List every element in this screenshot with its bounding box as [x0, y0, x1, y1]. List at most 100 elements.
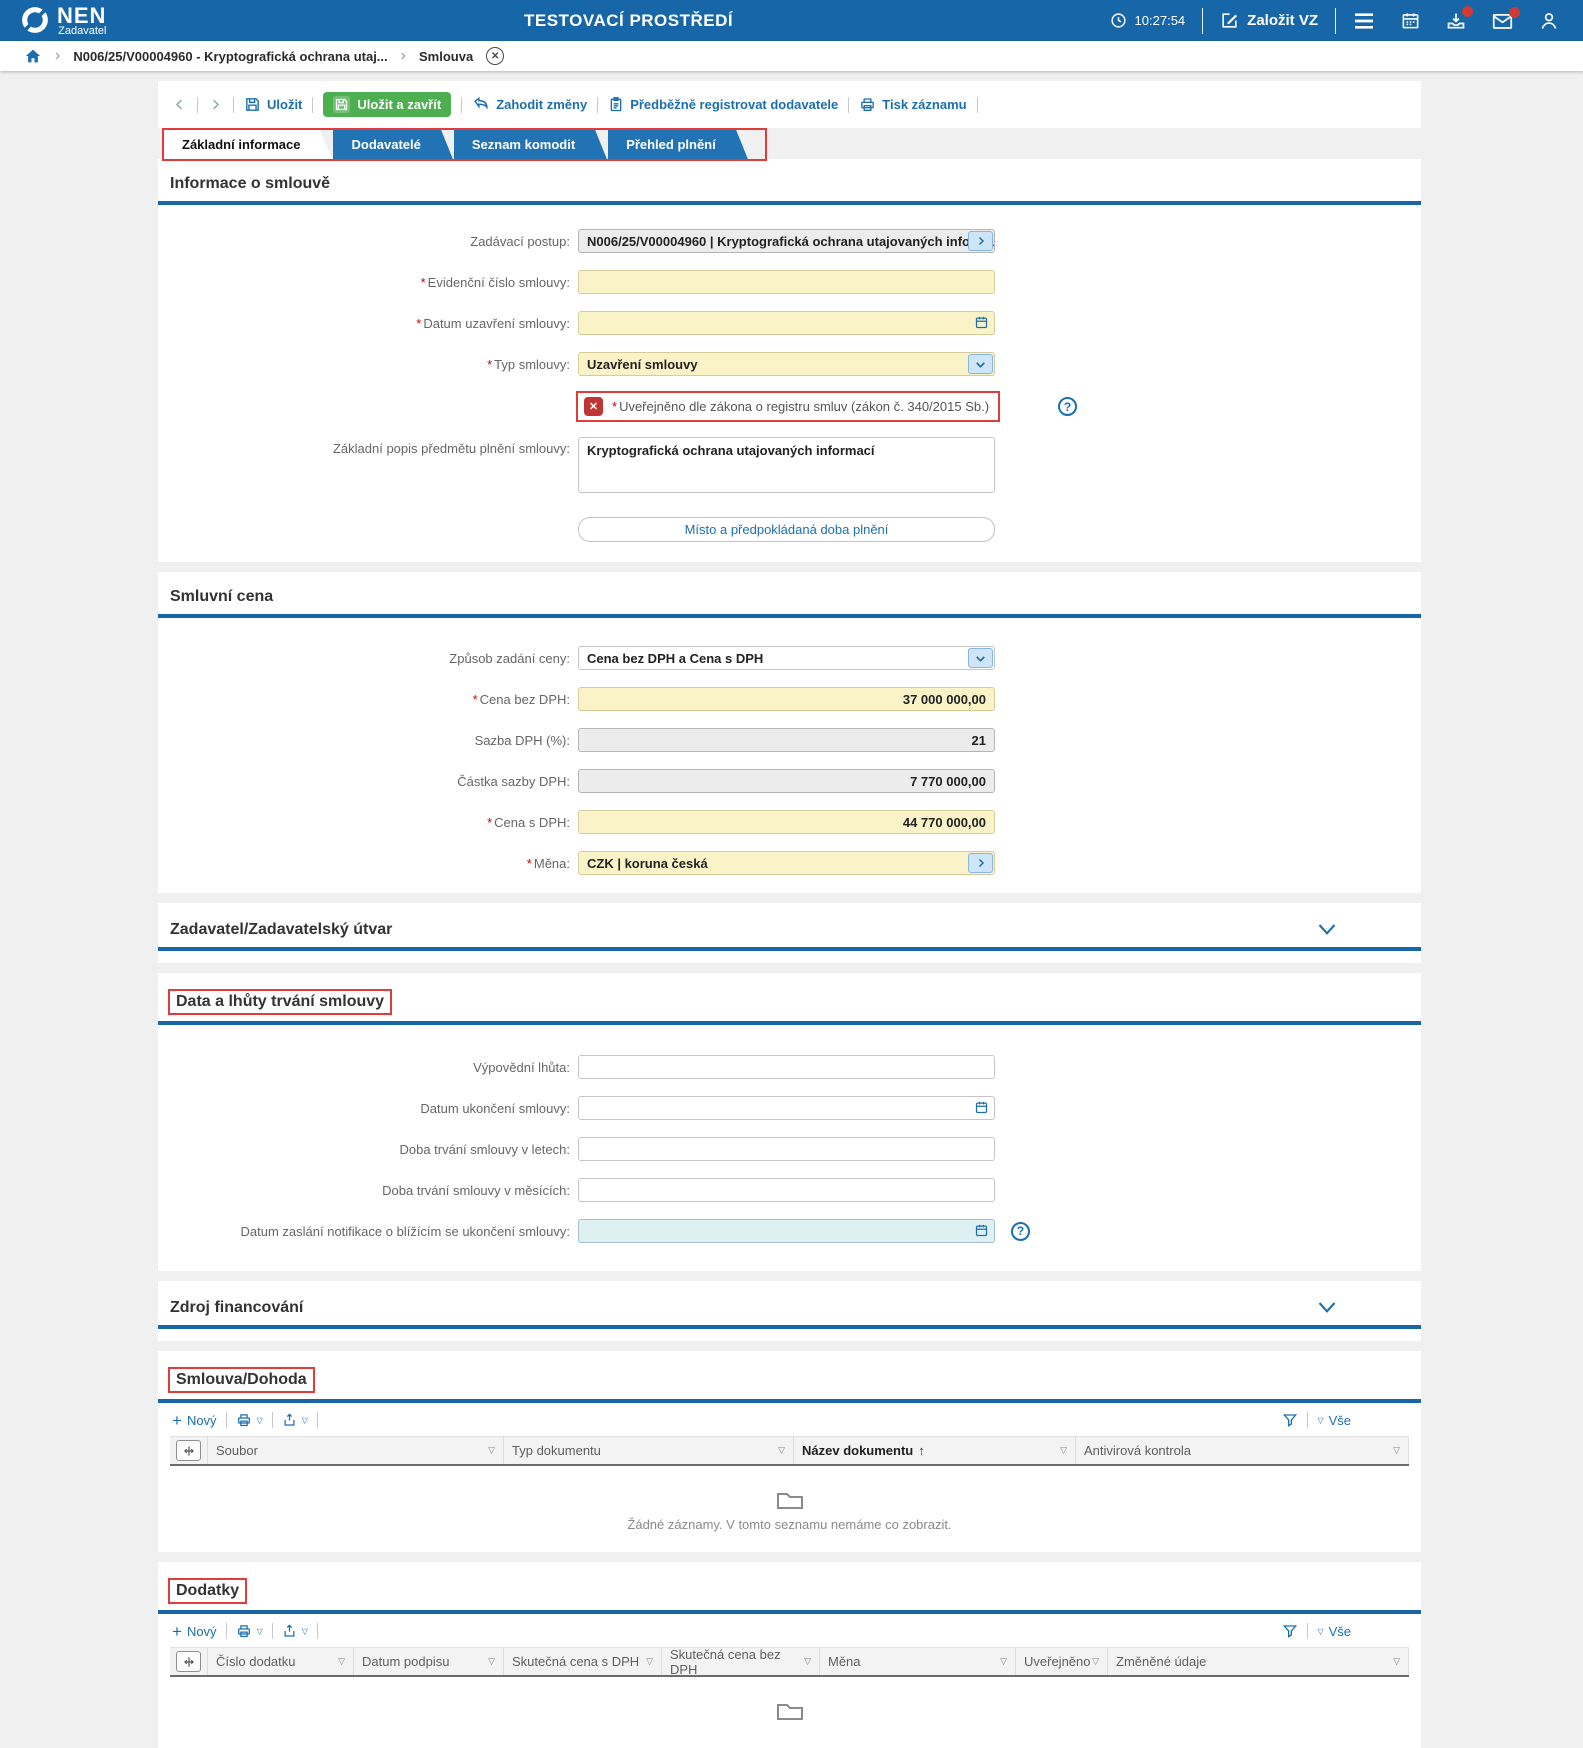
column-header-soubor[interactable]: Soubor ▽ — [208, 1437, 504, 1464]
column-filter-icon[interactable]: ▽ — [1393, 1445, 1400, 1455]
tab-strip: Základní informace Dodavatelé Seznam kom… — [158, 128, 1421, 161]
column-header-datum-podpisu[interactable]: Datum podpisu ▽ — [354, 1648, 504, 1675]
tab-dodavatele[interactable]: Dodavatelé — [333, 130, 437, 159]
chevron-down-icon[interactable] — [968, 354, 993, 374]
typ-smlouvy-select[interactable]: Uzavření smlouvy — [578, 352, 995, 376]
export-list-button[interactable]: ▽ — [282, 1412, 308, 1428]
column-header-typ-dokumentu[interactable]: Typ dokumentu ▽ — [504, 1437, 794, 1464]
filter-funnel-icon[interactable] — [1282, 1623, 1298, 1639]
column-header-cislo-dodatku[interactable]: Číslo dodatku ▽ — [208, 1648, 354, 1675]
breadcrumb-procedure[interactable]: N006/25/V00004960 - Kryptografická ochra… — [73, 48, 388, 64]
discard-changes-button[interactable]: Zahodit změny — [472, 96, 587, 113]
column-filter-icon[interactable]: ▽ — [778, 1445, 785, 1455]
datepicker-icon[interactable] — [974, 1100, 989, 1115]
user-icon[interactable] — [1539, 11, 1559, 31]
save-and-close-button[interactable]: Uložit a zavřít — [323, 92, 452, 117]
filter-all-button[interactable]: ▽ Vše — [1317, 1412, 1351, 1428]
nav-back-icon[interactable] — [172, 97, 187, 112]
zadavaci-postup-field[interactable]: N006/25/V00004960 | Kryptografická ochra… — [578, 229, 995, 253]
breadcrumb-separator-icon: › — [55, 47, 61, 64]
tab-seznam-komodit[interactable]: Seznam komodit — [453, 130, 592, 159]
filter-all-button[interactable]: ▽ Vše — [1317, 1623, 1351, 1639]
zakladni-popis-textarea[interactable]: Kryptografická ochrana utajovaných infor… — [578, 437, 995, 493]
checkbox-unchecked-error-icon[interactable]: ✕ — [584, 397, 603, 416]
column-header-skutecna-cena-s-dph[interactable]: Skutečná cena s DPH ▽ — [504, 1648, 662, 1675]
column-header-antivirova-kontrola[interactable]: Antivirová kontrola ▽ — [1076, 1437, 1409, 1464]
panel-basic-info: Uložit Uložit a zavřít Zahodit změny — [158, 81, 1421, 562]
menu-icon[interactable] — [1353, 12, 1375, 30]
column-filter-icon[interactable]: ▽ — [1060, 1445, 1067, 1455]
column-filter-icon[interactable]: ▽ — [1092, 1656, 1099, 1666]
field-label-zadavaci-postup: Zadávací postup: — [470, 233, 570, 249]
field-label-vypovedni-lhuta: Výpovědní lhůta: — [473, 1059, 570, 1075]
column-settings-icon[interactable] — [176, 1651, 201, 1672]
record-toolbar: Uložit Uložit a zavřít Zahodit změny — [158, 81, 1421, 122]
datum-uzavreni-input[interactable] — [578, 311, 995, 335]
column-filter-icon[interactable]: ▽ — [488, 1445, 495, 1455]
print-list-button[interactable]: ▽ — [236, 1413, 263, 1428]
cena-bez-dph-input[interactable]: 37 000 000,00 — [578, 687, 995, 711]
column-header-skutecna-cena-bez-dph[interactable]: Skutečná cena bez DPH ▽ — [662, 1647, 820, 1677]
column-header-zmenene-udaje[interactable]: Změněné údaje ▽ — [1108, 1648, 1409, 1675]
home-icon[interactable] — [24, 47, 42, 65]
messages-button[interactable] — [1492, 6, 1520, 30]
vypovedni-lhuta-input[interactable] — [578, 1055, 995, 1079]
doba-v-letech-input[interactable] — [578, 1137, 995, 1161]
new-document-button[interactable]: + Nový — [172, 1410, 217, 1430]
column-filter-icon[interactable]: ▽ — [646, 1656, 653, 1666]
column-filter-icon[interactable]: ▽ — [804, 1656, 811, 1666]
save-icon — [244, 96, 261, 113]
environment-title: TESTOVACÍ PROSTŘEDÍ — [524, 11, 734, 30]
print-record-button[interactable]: Tisk záznamu — [859, 97, 967, 113]
mena-field[interactable]: CZK | koruna česká — [578, 851, 995, 875]
column-filter-icon[interactable]: ▽ — [338, 1656, 345, 1666]
nav-forward-icon[interactable] — [208, 97, 223, 112]
place-and-period-button[interactable]: Místo a předpokládaná doba plnění — [578, 517, 995, 542]
toolbar-divider — [271, 1623, 273, 1639]
column-header-uverejneno[interactable]: Uveřejněno ▽ — [1016, 1648, 1108, 1675]
cena-s-dph-input[interactable]: 44 770 000,00 — [578, 810, 995, 834]
expand-section-icon[interactable] — [1317, 923, 1337, 937]
field-label-castka-sazby: Částka sazby DPH: — [457, 773, 570, 789]
downloads-tray-button[interactable] — [1446, 5, 1473, 31]
panel-dodatky: Dodatky + Nový ▽ ▽ — [158, 1562, 1421, 1748]
datepicker-icon[interactable] — [974, 1223, 989, 1238]
open-procedure-icon[interactable] — [968, 231, 993, 251]
nen-logo[interactable]: NEN Zadavatel — [0, 4, 106, 37]
column-settings-icon[interactable] — [176, 1440, 201, 1461]
filter-funnel-icon[interactable] — [1282, 1412, 1298, 1428]
section-title-data-lhuty: Data a lhůty trvání smlouvy — [176, 993, 385, 1010]
evidencni-cislo-input[interactable] — [578, 270, 995, 294]
save-button[interactable]: Uložit — [244, 96, 302, 113]
preregister-supplier-button[interactable]: Předběžně registrovat dodavatele — [608, 96, 838, 113]
open-currency-icon[interactable] — [968, 853, 993, 873]
column-filter-icon[interactable]: ▽ — [1393, 1656, 1400, 1666]
expand-section-icon[interactable] — [1317, 1301, 1337, 1315]
column-filter-icon[interactable]: ▽ — [1000, 1656, 1007, 1666]
column-header-nazev-dokumentu[interactable]: Název dokumentu ↑ ▽ — [794, 1437, 1076, 1464]
toolbar-divider — [233, 96, 234, 113]
column-header-mena[interactable]: Měna ▽ — [820, 1648, 1016, 1675]
notifikace-input[interactable] — [578, 1219, 995, 1243]
empty-folder-icon — [776, 1493, 803, 1509]
tab-zakladni-informace[interactable]: Základní informace — [164, 130, 317, 159]
calendar-icon[interactable] — [1401, 11, 1420, 30]
datepicker-icon[interactable] — [974, 315, 989, 330]
plus-icon: + — [172, 1621, 182, 1641]
chevron-down-icon[interactable] — [968, 648, 993, 668]
create-vz-button[interactable]: Založit VZ — [1220, 11, 1318, 30]
close-tab-icon[interactable]: ✕ — [486, 47, 505, 65]
help-icon[interactable]: ? — [1011, 1221, 1030, 1241]
clock-icon — [1110, 12, 1127, 29]
column-filter-icon[interactable]: ▽ — [488, 1656, 495, 1666]
export-list-button[interactable]: ▽ — [282, 1623, 308, 1639]
datum-ukonceni-input[interactable] — [578, 1096, 995, 1120]
field-label-zpusob-zadani: Způsob zadání ceny: — [449, 650, 570, 666]
print-list-button[interactable]: ▽ — [236, 1624, 263, 1639]
tab-prehled-plneni[interactable]: Přehled plnění — [608, 130, 732, 159]
doba-v-mesicich-input[interactable] — [578, 1178, 995, 1202]
help-icon[interactable]: ? — [1058, 397, 1078, 416]
new-amendment-button[interactable]: + Nový — [172, 1621, 217, 1641]
zpusob-zadani-select[interactable]: Cena bez DPH a Cena s DPH — [578, 646, 995, 670]
field-label-typ-smlouvy: * Typ smlouvy: — [487, 356, 570, 372]
